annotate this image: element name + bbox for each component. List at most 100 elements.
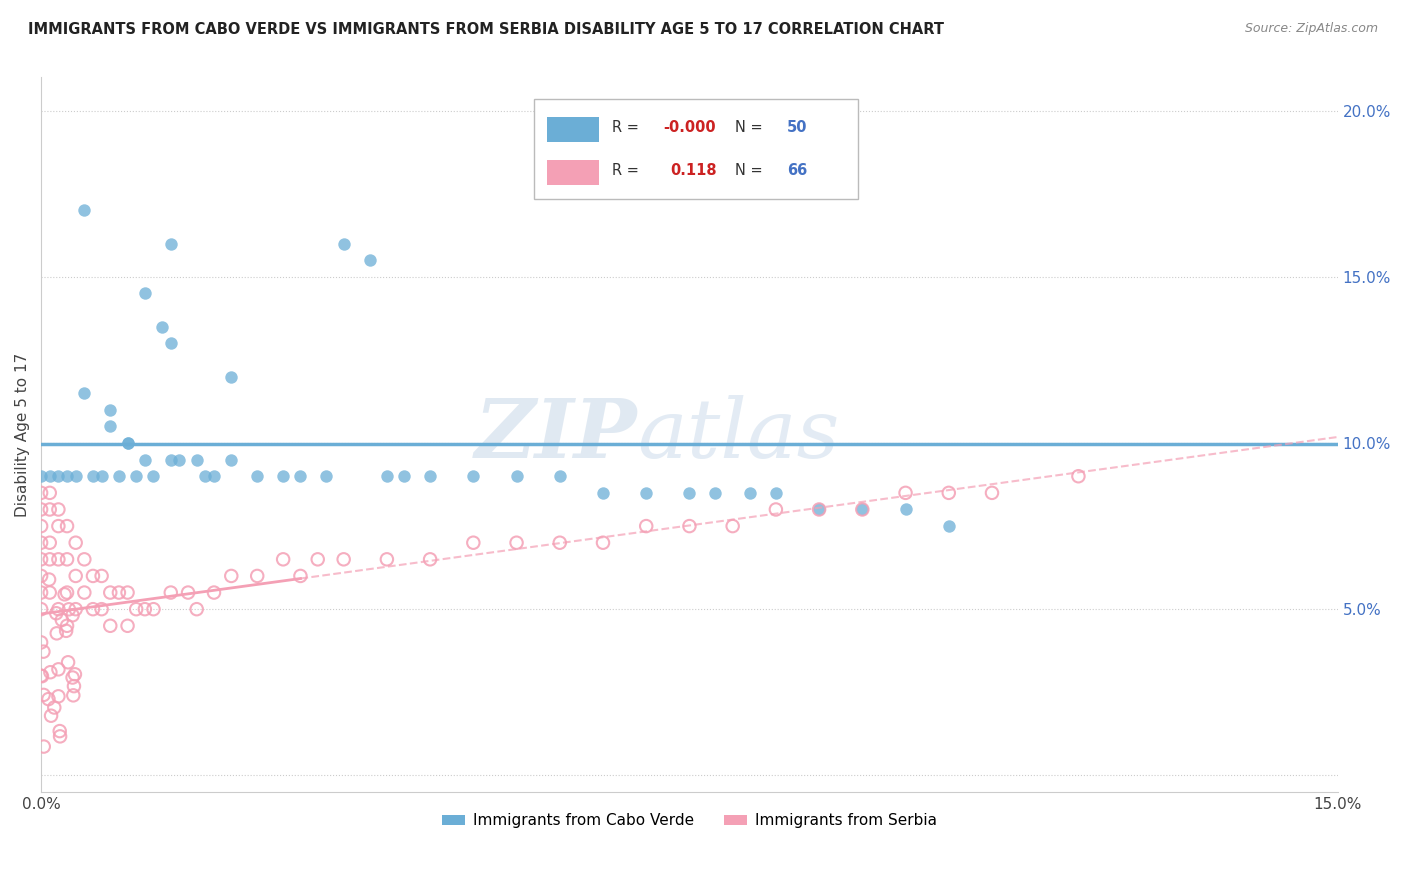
Immigrants from Cabo Verde [30,469,52,483]
Text: N =: N = [735,163,768,178]
Immigrants from Cabo Verde [108,469,131,483]
Immigrants from Cabo Verde [202,469,225,483]
Immigrants from Cabo Verde [938,519,960,533]
Point [32,739,55,754]
Immigrants from Cabo Verde [636,486,658,500]
Immigrants from Cabo Verde [219,452,242,467]
Point [48,662,70,676]
Immigrants from Serbia [30,502,52,516]
Point [49,730,72,744]
Immigrants from Serbia [48,502,70,516]
Immigrants from Cabo Verde [65,469,87,483]
Immigrants from Cabo Verde [315,469,337,483]
Immigrants from Serbia [548,535,571,549]
Immigrants from Serbia [177,585,200,599]
Immigrants from Serbia [894,486,917,500]
Text: IMMIGRANTS FROM CABO VERDE VS IMMIGRANTS FROM SERBIA DISABILITY AGE 5 TO 17 CORR: IMMIGRANTS FROM CABO VERDE VS IMMIGRANTS… [28,22,943,37]
Immigrants from Serbia [202,585,225,599]
Immigrants from Serbia [30,486,52,500]
Immigrants from Serbia [117,619,139,633]
Immigrants from Cabo Verde [159,336,181,351]
Immigrants from Cabo Verde [38,469,60,483]
Immigrants from Serbia [981,486,1004,500]
Immigrants from Serbia [117,585,139,599]
Immigrants from Serbia [82,569,104,583]
Point [63,679,86,693]
Immigrants from Cabo Verde [505,469,527,483]
Immigrants from Serbia [108,585,131,599]
Immigrants from Serbia [82,602,104,616]
Immigrants from Serbia [332,552,354,566]
Immigrants from Serbia [307,552,329,566]
Immigrants from Cabo Verde [271,469,294,483]
Immigrants from Cabo Verde [134,452,156,467]
Immigrants from Serbia [98,619,121,633]
Point [62,608,84,623]
Immigrants from Cabo Verde [678,486,700,500]
Immigrants from Serbia [419,552,441,566]
Point [39,665,62,680]
Immigrants from Serbia [808,502,831,516]
Point [48,690,70,704]
Immigrants from Serbia [38,502,60,516]
Point [45,606,67,620]
Text: Source: ZipAtlas.com: Source: ZipAtlas.com [1244,22,1378,36]
Immigrants from Serbia [73,552,96,566]
Immigrants from Serbia [38,552,60,566]
Immigrants from Serbia [38,535,60,549]
Immigrants from Serbia [30,535,52,549]
Immigrants from Serbia [30,519,52,533]
Immigrants from Cabo Verde [359,253,381,268]
Immigrants from Cabo Verde [186,452,208,467]
Point [31,669,53,683]
Text: N =: N = [735,120,768,135]
Immigrants from Cabo Verde [56,469,79,483]
Immigrants from Serbia [186,602,208,616]
Text: R =: R = [612,120,643,135]
Immigrants from Serbia [636,519,658,533]
Text: 50: 50 [787,120,807,135]
Immigrants from Cabo Verde [194,469,217,483]
Immigrants from Cabo Verde [159,236,181,251]
Point [45,626,67,640]
Immigrants from Serbia [271,552,294,566]
Text: atlas: atlas [637,394,839,475]
Immigrants from Cabo Verde [246,469,269,483]
FancyBboxPatch shape [547,160,599,185]
Immigrants from Serbia [159,585,181,599]
Immigrants from Serbia [48,519,70,533]
Immigrants from Cabo Verde [117,436,139,450]
Text: 0.118: 0.118 [671,163,717,178]
Immigrants from Serbia [721,519,744,533]
Immigrants from Serbia [38,585,60,599]
Point [32,645,55,659]
Immigrants from Serbia [134,602,156,616]
Immigrants from Cabo Verde [142,469,165,483]
Immigrants from Cabo Verde [125,469,148,483]
Immigrants from Cabo Verde [765,486,787,500]
Immigrants from Cabo Verde [150,319,173,334]
Immigrants from Serbia [56,585,79,599]
Immigrants from Serbia [30,668,52,682]
Immigrants from Cabo Verde [169,452,191,467]
Immigrants from Serbia [592,535,614,549]
Immigrants from Serbia [30,635,52,649]
FancyBboxPatch shape [547,117,599,142]
Point [37,692,59,706]
Immigrants from Cabo Verde [73,203,96,218]
Immigrants from Cabo Verde [419,469,441,483]
Immigrants from Cabo Verde [73,386,96,401]
Point [38,573,60,587]
Point [63,667,86,681]
Immigrants from Cabo Verde [375,469,398,483]
Immigrants from Cabo Verde [159,452,181,467]
Point [32,688,55,702]
Immigrants from Cabo Verde [98,419,121,434]
Text: -0.000: -0.000 [664,120,716,135]
Immigrants from Serbia [48,602,70,616]
Immigrants from Serbia [73,585,96,599]
Immigrants from Serbia [505,535,527,549]
Legend: Immigrants from Cabo Verde, Immigrants from Serbia: Immigrants from Cabo Verde, Immigrants f… [436,807,943,834]
Point [62,671,84,685]
Immigrants from Serbia [463,535,485,549]
